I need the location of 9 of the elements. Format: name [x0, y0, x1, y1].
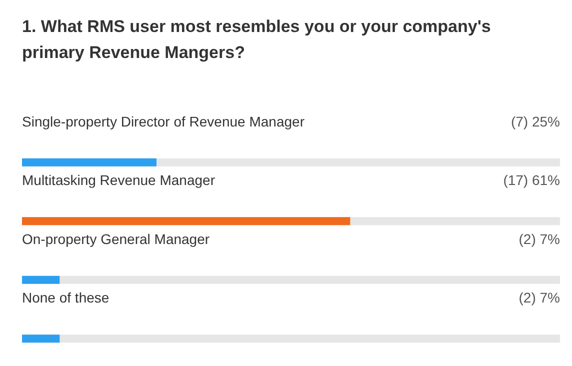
- y-tick-label: Multitasking Revenue Manager: [22, 172, 216, 188]
- data-label: (2) 7%: [518, 230, 560, 247]
- y-tick-label: On-property General Manager: [22, 230, 210, 247]
- chart-title: 1. What RMS user most resembles you or your company's primary Revenue Mangers?: [22, 16, 492, 64]
- y-tick-label: Single-property Director of Revenue Manager: [22, 113, 305, 130]
- data-label: (2) 7%: [518, 290, 560, 306]
- y-tick-label: None of these: [22, 290, 110, 306]
- data-label: (17) 61%: [503, 172, 560, 188]
- data-label: (7) 25%: [510, 113, 560, 130]
